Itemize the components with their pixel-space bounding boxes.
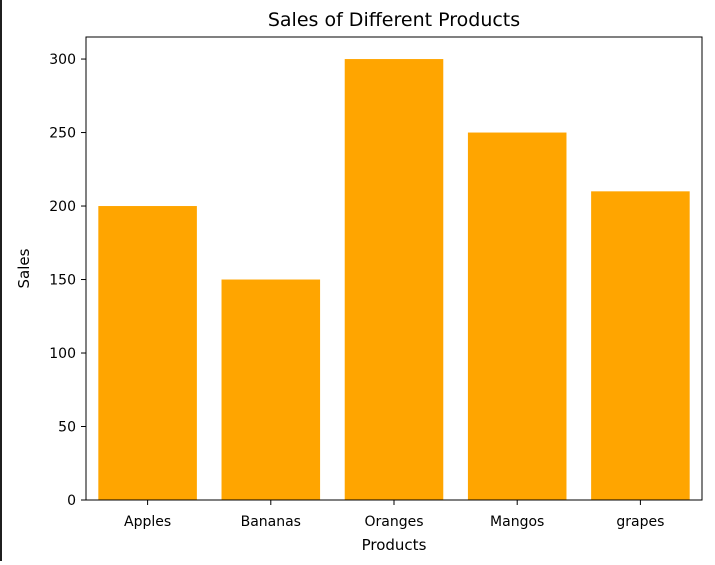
y-tick-label: 250 xyxy=(49,126,76,142)
x-tick-label: Apples xyxy=(124,514,171,530)
bar-grapes xyxy=(591,191,690,501)
bars-group xyxy=(98,59,690,501)
x-tick-label: Bananas xyxy=(241,514,301,530)
y-tick-label: 100 xyxy=(49,346,76,362)
y-tick-label: 0 xyxy=(67,493,76,509)
y-axis-label: Sales xyxy=(15,248,33,288)
y-tick-label: 200 xyxy=(49,199,76,215)
bar-bananas xyxy=(221,279,321,500)
bar-oranges xyxy=(344,59,444,501)
y-tick-label: 300 xyxy=(49,52,76,68)
x-tick-label: grapes xyxy=(616,514,664,530)
y-axis-ticks: 0 50 100 150 200 250 300 xyxy=(49,52,86,509)
bar-mangos xyxy=(467,132,567,501)
y-tick-label: 150 xyxy=(49,273,76,289)
plot-area-frame xyxy=(85,36,703,501)
bar-apples xyxy=(98,206,197,501)
x-tick-label: Oranges xyxy=(364,514,423,530)
x-axis-ticks: Apples Bananas Oranges Mangos grapes xyxy=(124,500,664,530)
x-tick-label: Mangos xyxy=(490,514,544,530)
y-tick-label: 50 xyxy=(58,420,76,436)
chart-title: Sales of Different Products xyxy=(268,9,520,31)
x-axis-label: Products xyxy=(362,536,427,554)
